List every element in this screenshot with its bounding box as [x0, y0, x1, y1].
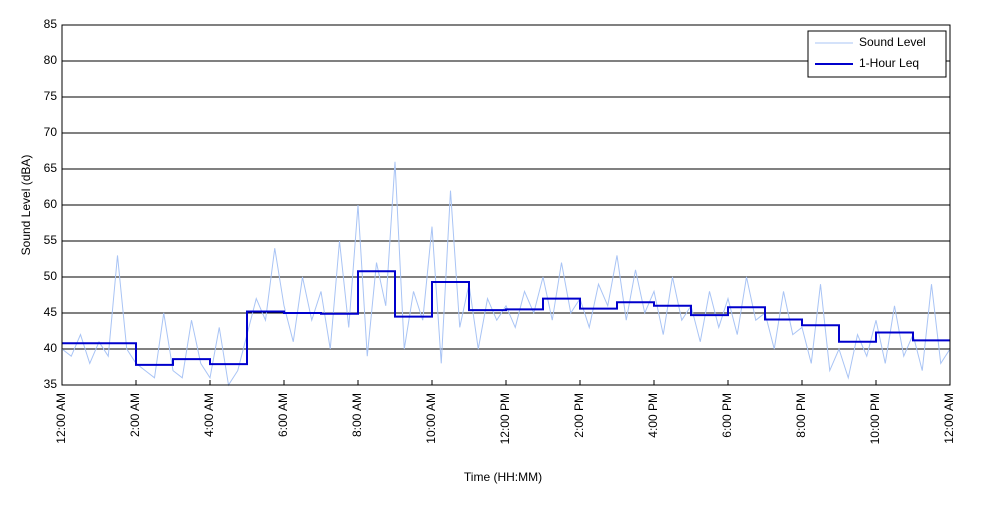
y-tick-label: 65	[44, 161, 58, 175]
x-tick-label: 10:00 PM	[868, 393, 882, 444]
y-tick-label: 40	[44, 341, 58, 355]
x-tick-label: 2:00 AM	[128, 393, 142, 437]
legend-label: 1-Hour Leq	[859, 56, 919, 70]
plot-frame	[61, 24, 951, 386]
series-line	[62, 270, 950, 366]
y-tick-label: 35	[44, 377, 58, 391]
x-tick-label: 4:00 PM	[646, 393, 660, 438]
x-tick-label: 4:00 AM	[202, 393, 216, 437]
y-tick-label: 55	[44, 233, 58, 247]
x-tick-label: 2:00 PM	[572, 393, 586, 438]
y-tick-label: 60	[44, 197, 58, 211]
x-tick-label: 6:00 PM	[720, 393, 734, 438]
x-tick-label: 8:00 PM	[794, 393, 808, 438]
y-tick-label: 45	[44, 305, 58, 319]
series-line	[61, 161, 951, 387]
legend: Sound Level 1-Hour Leq	[807, 30, 947, 78]
legend-box	[807, 30, 947, 78]
y-tick-label: 70	[44, 125, 58, 139]
y-tick-label: 85	[44, 17, 58, 31]
x-tick-label: 10:00 AM	[424, 393, 438, 444]
y-tick-label: 80	[44, 53, 58, 67]
x-tick-label: 8:00 AM	[350, 393, 364, 437]
x-axis-label: Time (HH:MM)	[464, 470, 542, 484]
x-tick-label: 6:00 AM	[276, 393, 290, 437]
x-tick-label: 12:00 PM	[498, 393, 512, 444]
x-tick-label: 12:00 AM	[54, 393, 68, 444]
x-tick-label: 12:00 AM	[942, 393, 956, 444]
y-tick-label: 75	[44, 89, 58, 103]
y-tick-label: 50	[44, 269, 58, 283]
legend-label: Sound Level	[859, 35, 926, 49]
y-axis-label: Sound Level (dBA)	[19, 155, 33, 256]
